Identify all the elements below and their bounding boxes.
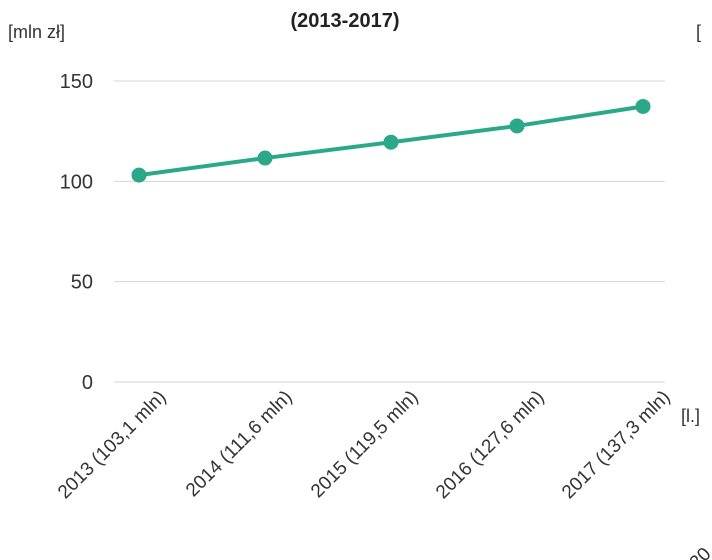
y-tick-label: 100 <box>60 171 93 193</box>
x-tick-label: 2013 (103,1 mln) <box>54 387 170 503</box>
header-texts: (2013-2017) [mln zł] [ <box>8 10 701 42</box>
data-point <box>131 167 147 183</box>
data-point <box>257 150 273 166</box>
clipped-neighbor-unit-label: [ <box>696 22 701 42</box>
data-point <box>509 118 525 134</box>
x-axis-ticks: 2013 (103,1 mln) 2014 (111,6 mln) 2015 (11… <box>54 387 674 503</box>
data-point <box>635 98 651 114</box>
x-tick-label: 2015 (119,5 mln) <box>307 387 422 502</box>
gridlines <box>114 80 665 383</box>
data-point <box>383 134 399 150</box>
clipped-neighbor-tick-label: 20 <box>686 544 712 560</box>
y-tick-label: 50 <box>71 272 93 294</box>
y-axis-ticks: 0 50 100 150 <box>60 71 93 394</box>
y-tick-label: 0 <box>82 372 93 394</box>
x-tick-label: 2016 (127,6 mln) <box>432 387 548 503</box>
series-layer <box>131 98 651 183</box>
x-unit-label: [l.] <box>681 406 700 426</box>
y-unit-label: [mln zł] <box>8 22 65 42</box>
chart-subtitle: (2013-2017) <box>291 10 400 32</box>
y-tick-label: 150 <box>60 71 93 93</box>
x-tick-label: 2017 (137,3 mln) <box>558 387 674 503</box>
x-tick-label: 2014 (111,6 mln) <box>182 387 296 501</box>
